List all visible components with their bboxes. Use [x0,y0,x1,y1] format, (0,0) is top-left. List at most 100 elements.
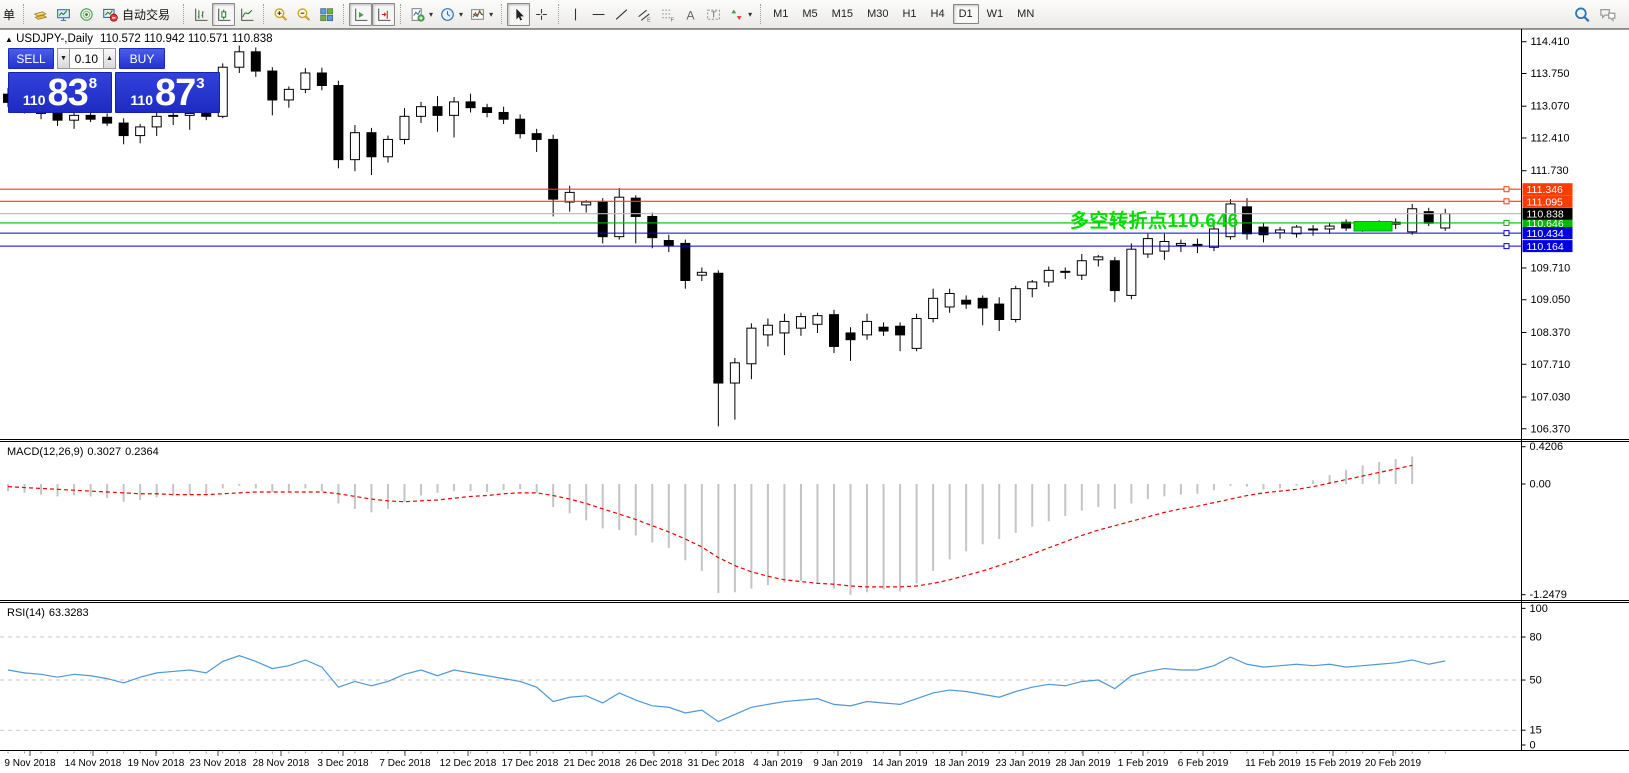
line-handle[interactable] [1503,243,1510,250]
cursor-button[interactable] [507,2,531,26]
timeframe-m5-button[interactable]: M5 [796,4,823,24]
zoom-out-button[interactable] [292,3,315,26]
hline-button[interactable] [587,3,610,26]
sell-price-major: 110 [22,91,46,108]
chart-annotation-text[interactable]: 多空转折点110.646 [1070,211,1239,232]
dropdown-arrow-icon[interactable]: ▾ [489,9,494,19]
dropdown-arrow-icon[interactable]: ▾ [459,9,464,19]
template-button[interactable] [466,3,489,26]
timeframe-m1-button[interactable]: M1 [767,4,794,24]
timeframe-h1-button[interactable]: H1 [896,4,922,24]
candle-body [1076,260,1087,276]
timeframe-h4-button[interactable]: H4 [925,4,951,24]
auto-scroll-button[interactable] [349,2,373,26]
price-tick-label: 106.370 [1531,423,1571,435]
candle-body [895,325,906,336]
timeframe-m15-button[interactable]: M15 [826,4,859,24]
periods-button[interactable] [436,3,459,26]
macd-name: MACD(12,26,9) [7,446,84,458]
buy-price-pips: 87 [154,71,196,114]
bar-chart-button[interactable] [189,3,212,26]
candle-body [498,111,509,120]
price-tag [1522,207,1573,220]
timeframe-m30-button[interactable]: M30 [861,4,894,24]
line-chart-button[interactable] [235,3,258,26]
vline-button[interactable] [564,3,587,26]
channel-button[interactable]: E [633,3,656,26]
price-tag [1522,227,1573,240]
line-handle[interactable] [1503,219,1510,226]
candle-body [1225,203,1236,238]
arrows-button[interactable] [725,3,748,26]
autotrade-icon [103,8,118,22]
crosshair-button[interactable] [530,3,553,26]
svg-text:T: T [711,9,717,19]
candle-body [1258,226,1269,236]
volume-field[interactable]: 0.10 [70,48,103,69]
candles [3,45,1451,427]
rsi-tick-label: 0 [1530,740,1536,752]
chart-shift-button[interactable] [372,2,396,26]
periods-icon [441,7,454,21]
candle-body [911,318,922,349]
zoom-in-button[interactable] [269,3,292,26]
volume-increase-button[interactable]: ▲ [103,48,116,69]
dropdown-arrow-icon[interactable]: ▾ [748,9,753,19]
autotrade-button[interactable]: 自动交易 [98,3,178,26]
candle-body [1060,270,1071,273]
toolbar-separator [501,4,503,24]
candle-body [531,133,542,140]
new-order-button[interactable] [29,3,52,26]
candle-body [1043,269,1054,283]
candle-body [382,138,393,158]
toolbar-main: 自动交易 ▾ ▾ ▾ E F A T ▾ M1 M5 M15 M30 H1 H4 D1 W1 MN [18,2,1041,26]
rsi-tick-label: 50 [1530,675,1542,687]
rsi-line [7,655,1446,723]
search-button[interactable] [1568,2,1594,26]
label-button[interactable]: T [702,3,725,26]
candle-body [944,292,955,308]
buy-button[interactable]: BUY [119,48,165,69]
sell-button[interactable]: SELL [8,48,54,69]
timeframe-mn-button[interactable]: MN [1011,4,1040,24]
price-tag [1522,195,1573,208]
sell-price-box[interactable]: 110 83 8 [8,72,112,113]
market-watch-icon [57,8,70,21]
fibonacci-icon: F [662,9,675,22]
tile-windows-button[interactable] [315,3,338,26]
navigator-icon [80,7,93,21]
fibonacci-button[interactable]: F [656,3,679,26]
price-tag [1522,216,1573,229]
indicators-button[interactable] [406,3,429,26]
candle-body [597,201,608,238]
text-button[interactable]: A [679,3,702,26]
buy-price-fraction: 3 [196,75,205,92]
trendline-button[interactable] [610,3,633,26]
chat-button[interactable] [1594,2,1620,26]
date-label: 14 Nov 2018 [65,758,122,769]
timeframe-w1-button[interactable]: W1 [981,4,1010,24]
macd-tick-label: 0.4206 [1530,441,1564,453]
channel-icon: E [638,9,651,22]
candlestick-button[interactable] [212,2,236,26]
buy-price-box[interactable]: 110 87 3 [115,72,220,113]
cursor-icon [516,8,524,20]
timeframe-d1-button[interactable]: D1 [952,4,979,24]
collapse-triangle-icon[interactable]: ▲ [5,35,13,44]
market-watch-button[interactable] [52,3,75,26]
dropdown-arrow-icon[interactable]: ▾ [429,9,434,19]
date-label: 20 Feb 2019 [1365,758,1422,769]
line-handle[interactable] [1503,186,1510,193]
template-icon [471,8,484,20]
date-label: 23 Jan 2019 [995,758,1050,769]
date-label: 6 Feb 2019 [1178,758,1229,769]
line-handle[interactable] [1503,230,1510,237]
price-tag-label: 110.838 [1527,209,1564,221]
highlight-rectangle-object[interactable] [1353,221,1393,232]
navigator-button[interactable] [75,3,98,26]
line-handle[interactable] [1503,198,1510,205]
volume-decrease-button[interactable]: ▼ [57,48,70,69]
new-order-label[interactable]: 单 [3,7,16,22]
zoom-in-icon [274,7,288,21]
